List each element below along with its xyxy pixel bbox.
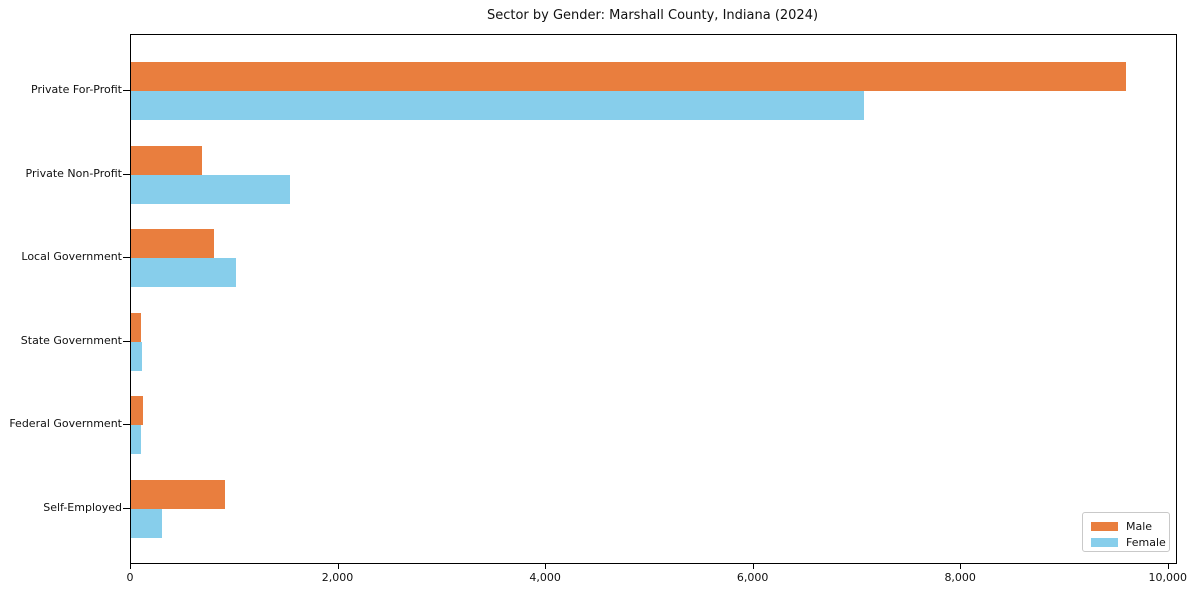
y-axis-label-state-government: State Government [20,333,122,347]
y-axis-tick [123,508,130,509]
y-axis-label-private-for-profit: Private For-Profit [31,83,122,96]
x-axis-label-4000: 4,000 [529,571,561,584]
bar-female-private-non-profit [131,174,290,204]
legend-label-male: Male [1126,519,1153,533]
bar-male-state-government [131,312,141,342]
y-axis-label-federal-government: Federal Government [9,417,122,431]
x-axis-tick [130,563,131,569]
y-axis-tick [123,173,130,175]
legend-label-female: Female [1126,535,1166,549]
chart-title: Sector by Gender: Marshall County, India… [486,8,819,23]
y-axis-label-self-employed: Self-Employed [43,501,122,514]
x-axis-tick [1167,563,1169,569]
bar-male-private-non-profit [131,145,203,175]
y-axis-tick [123,257,130,259]
legend-item-female: Female [1091,535,1169,549]
y-axis-label-local-government: Local Government [21,250,122,264]
x-axis-label-6000: 6,000 [736,571,769,584]
y-axis-tick [123,90,130,91]
bar-female-self-employed [131,509,162,538]
bar-male-self-employed [131,480,225,509]
x-axis-tick [545,563,547,569]
bar-male-federal-government [131,396,143,426]
bar-male-private-for-profit [131,62,1127,91]
y-axis-label-private-non-profit: Private Non-Profit [25,166,122,180]
x-axis-label-8000: 8,000 [944,571,976,584]
x-axis-label-10000: 10,000 [1148,571,1187,584]
y-axis-tick [123,340,130,342]
bar-female-private-for-profit [131,91,864,120]
bar-male-local-government [131,229,214,259]
x-axis-tick [960,563,962,569]
legend: Male Female [1082,512,1170,552]
bar-female-state-government [131,341,142,371]
x-axis-label-2000: 2,000 [321,571,354,584]
bar-female-federal-government [131,425,142,455]
x-axis-label-0: 0 [126,571,134,584]
female-series-swatch [1091,537,1118,547]
legend-item-male: Male [1091,519,1169,533]
y-axis-tick [123,424,130,426]
bar-female-local-government [131,258,236,288]
x-axis-tick [752,563,754,569]
plot-area: Male Female [130,34,1177,564]
x-axis-tick [337,563,339,569]
male-series-swatch [1091,521,1118,531]
